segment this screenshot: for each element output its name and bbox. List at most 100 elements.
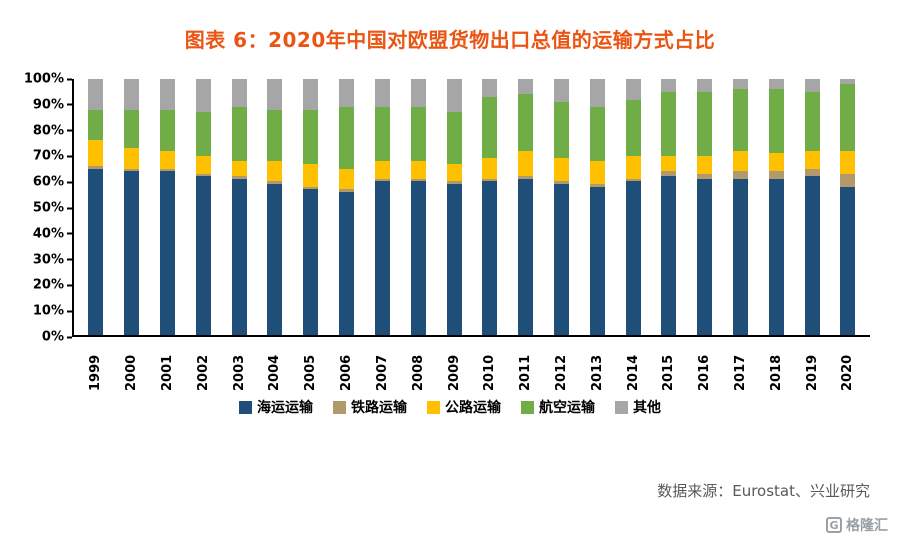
legend-swatch xyxy=(615,400,628,414)
y-tick-label: 0% xyxy=(42,330,72,345)
bar-segment xyxy=(160,150,176,169)
x-tick: 2013 xyxy=(590,337,605,391)
bar-segment xyxy=(303,79,319,110)
bar-segment xyxy=(661,91,677,156)
x-tick-label: 2013 xyxy=(589,354,605,391)
bar-segment xyxy=(625,155,641,179)
bar-segment xyxy=(374,160,390,179)
y-tick-label: 70% xyxy=(33,149,72,164)
bar-segment xyxy=(446,79,462,113)
bar-segment xyxy=(804,176,820,335)
x-tick-label: 2001 xyxy=(160,354,176,391)
bar-2002 xyxy=(195,79,211,335)
bar-2020 xyxy=(840,79,856,335)
bar-segment xyxy=(88,166,104,169)
bar-segment xyxy=(195,79,211,113)
bar-segment xyxy=(160,171,176,335)
x-tick-label: 1999 xyxy=(88,354,104,391)
legend-item: 铁路运输 xyxy=(333,397,407,417)
legend-label: 航空运输 xyxy=(539,400,595,416)
legend-label: 公路运输 xyxy=(445,400,501,416)
bar-segment xyxy=(482,96,498,159)
bar-segment xyxy=(661,155,677,172)
bar-segment xyxy=(339,107,355,169)
bar-segment xyxy=(804,168,820,177)
y-tick-label: 20% xyxy=(33,278,72,293)
bar-segment xyxy=(482,158,498,179)
bar-segment xyxy=(267,181,283,184)
x-tick: 2017 xyxy=(733,337,748,391)
x-tick: 2018 xyxy=(769,337,784,391)
bar-segment xyxy=(339,189,355,192)
bar-segment xyxy=(840,150,856,174)
bar-segment xyxy=(374,181,390,335)
bar-segment xyxy=(553,181,569,184)
bar-2006 xyxy=(339,79,355,335)
bar-2017 xyxy=(733,79,749,335)
bar-segment xyxy=(339,191,355,335)
bar-2004 xyxy=(267,79,283,335)
y-tick-label: 10% xyxy=(33,304,72,319)
bar-segment xyxy=(231,176,247,179)
bar-segment xyxy=(518,178,534,335)
bar-segment xyxy=(374,79,390,108)
bar-2000 xyxy=(124,79,140,335)
bar-segment xyxy=(124,79,140,110)
x-tick: 2004 xyxy=(267,337,282,391)
bar-segment xyxy=(88,168,104,335)
bar-segment xyxy=(446,163,462,182)
bar-segment xyxy=(231,79,247,108)
x-tick-label: 2011 xyxy=(518,354,534,391)
x-tick-label: 2000 xyxy=(124,354,140,391)
legend: 海运运输 铁路运输 公路运输 航空运输 其他 xyxy=(0,397,900,417)
x-tick: 2000 xyxy=(124,337,139,391)
x-tick-label: 2019 xyxy=(804,354,820,391)
bar-segment xyxy=(231,107,247,161)
bar-segment xyxy=(553,79,569,103)
legend-swatch xyxy=(333,400,346,414)
bar-segment xyxy=(482,181,498,335)
bar-segment xyxy=(410,181,426,335)
legend-item: 其他 xyxy=(615,397,661,417)
x-tick-label: 2005 xyxy=(303,354,319,391)
x-tick: 2019 xyxy=(805,337,820,391)
bar-segment xyxy=(518,176,534,179)
bar-segment xyxy=(804,150,820,169)
plot-area xyxy=(72,79,870,337)
bar-segment xyxy=(374,107,390,161)
bar-2009 xyxy=(446,79,462,335)
bar-segment xyxy=(768,178,784,335)
x-tick: 2007 xyxy=(375,337,390,391)
bar-segment xyxy=(446,181,462,184)
plot-column: 1999 2000 2001 2002 2003 2004 2005 2006 2007 2008… xyxy=(72,79,870,391)
bar-segment xyxy=(625,99,641,156)
bar-segment xyxy=(303,163,319,187)
legend-label: 其他 xyxy=(633,400,661,416)
x-tick: 2015 xyxy=(661,337,676,391)
y-tick-label: 80% xyxy=(33,123,72,138)
bar-segment xyxy=(697,173,713,179)
bar-segment xyxy=(88,79,104,110)
bar-segment xyxy=(410,160,426,179)
bar-2012 xyxy=(553,79,569,335)
x-tick: 2005 xyxy=(303,337,318,391)
x-tick: 2003 xyxy=(232,337,247,391)
x-tick: 2011 xyxy=(518,337,533,391)
bar-segment xyxy=(482,79,498,97)
x-tick-label: 2015 xyxy=(661,354,677,391)
x-tick: 2010 xyxy=(482,337,497,391)
y-tick-label: 90% xyxy=(33,97,72,112)
bar-segment xyxy=(697,79,713,92)
bar-segment xyxy=(768,171,784,179)
bar-segment xyxy=(446,183,462,335)
bar-segment xyxy=(625,181,641,335)
x-tick: 1999 xyxy=(88,337,103,391)
legend-label: 铁路运输 xyxy=(351,400,407,416)
x-tick: 2006 xyxy=(339,337,354,391)
bar-segment xyxy=(733,171,749,179)
bar-segment xyxy=(589,107,605,161)
bar-segment xyxy=(518,150,534,177)
gelonghui-logo-text: 格隆汇 xyxy=(846,518,888,534)
bar-segment xyxy=(88,109,104,141)
